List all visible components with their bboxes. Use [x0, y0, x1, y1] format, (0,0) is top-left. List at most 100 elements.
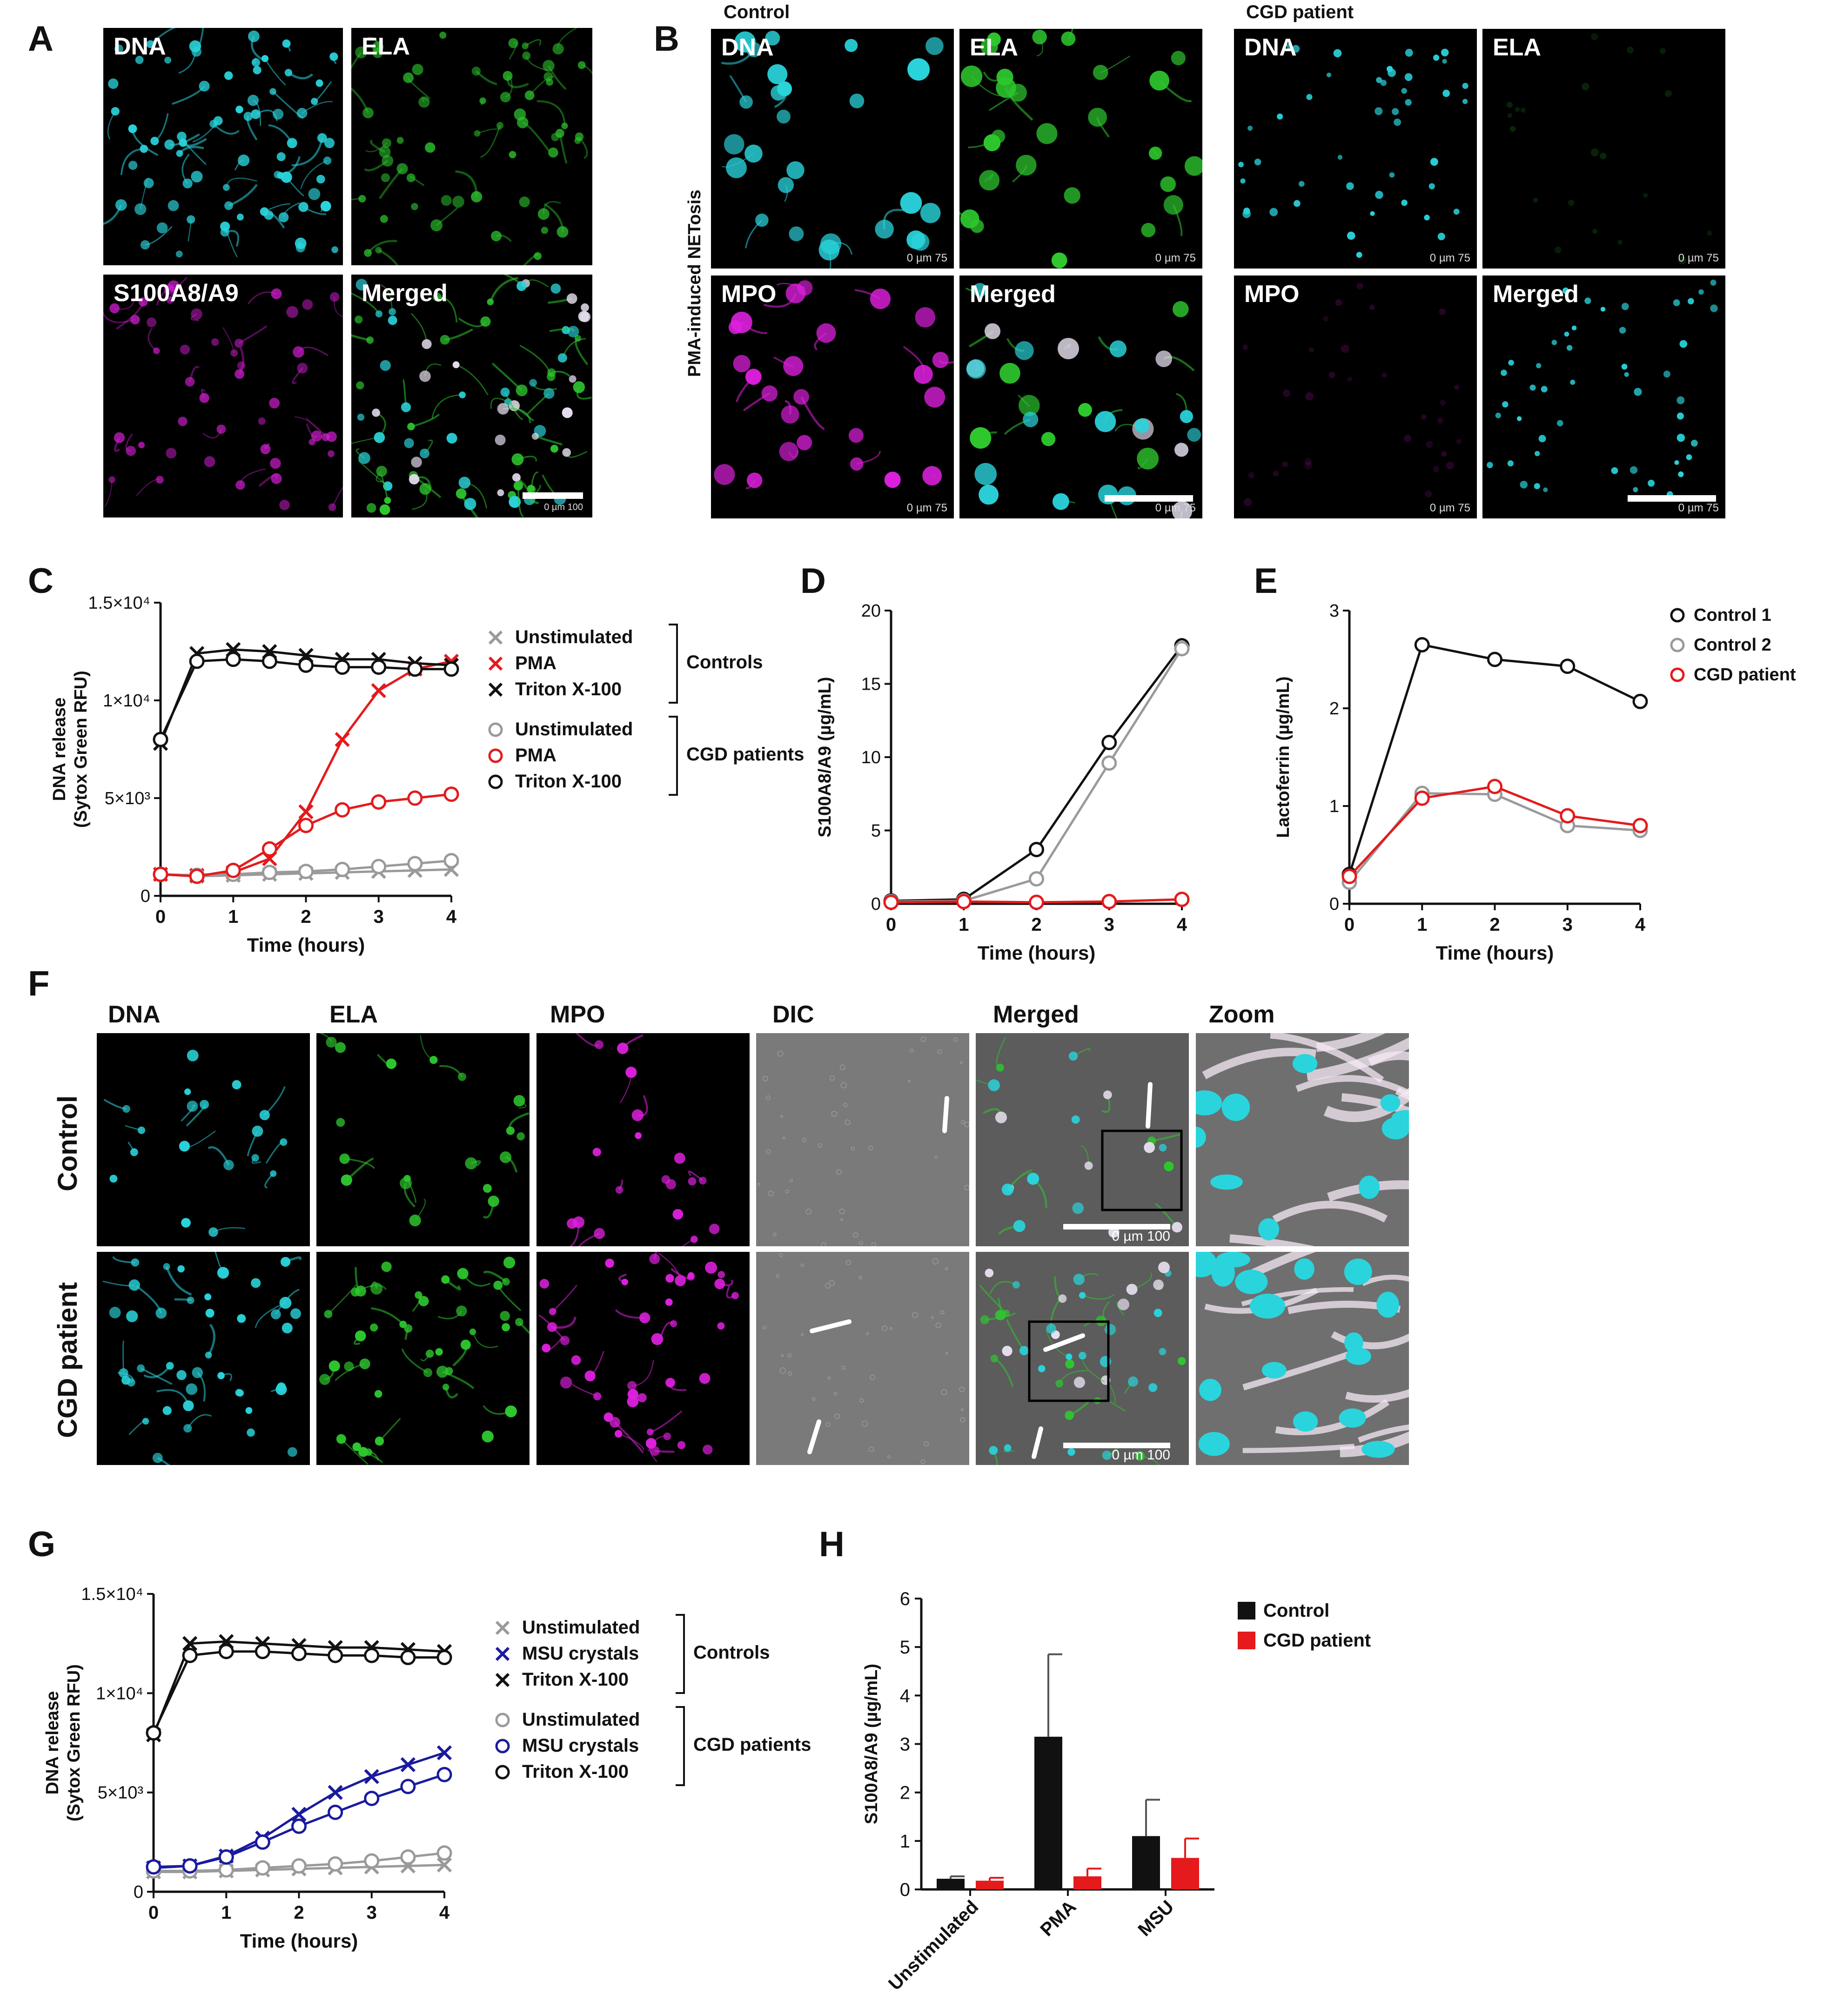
- cell: [573, 381, 585, 393]
- cell: [248, 30, 260, 42]
- data-point: [1029, 894, 1044, 910]
- cell: [245, 1407, 253, 1414]
- data-point: [262, 865, 277, 880]
- cell: [1055, 1379, 1064, 1388]
- cell-field: [1487, 279, 1718, 498]
- panel-f-control-ela: [316, 1033, 530, 1246]
- cell: [1710, 304, 1718, 312]
- scale-label: 0 µm 100: [544, 502, 583, 512]
- legend-group-label: CGD patients: [693, 1734, 811, 1755]
- cell: [1426, 441, 1433, 448]
- cell: [767, 64, 788, 85]
- cell-field: [979, 1261, 1186, 1465]
- data-point: [1487, 779, 1502, 794]
- data-point: [364, 1647, 380, 1663]
- cell: [920, 202, 941, 223]
- cell: [543, 388, 555, 399]
- cell: [1155, 350, 1172, 367]
- net-fiber: [1202, 1048, 1317, 1080]
- net-fiber: [264, 58, 286, 86]
- cell: [1347, 376, 1353, 382]
- y-tick-label: 5×10³: [98, 1783, 143, 1803]
- cell: [355, 279, 368, 291]
- cell: [1242, 209, 1251, 218]
- cell: [418, 96, 430, 108]
- panel-a-dna-image: DNA: [103, 28, 343, 265]
- net-fiber: [1295, 1075, 1409, 1096]
- cell: [109, 1307, 121, 1318]
- cell: [287, 1447, 297, 1457]
- debris: [851, 1146, 855, 1151]
- cell: [328, 450, 335, 457]
- cell: [646, 1428, 654, 1436]
- data-point: [225, 862, 241, 878]
- cell: [983, 134, 1001, 151]
- debris: [840, 1218, 844, 1221]
- cell: [560, 1377, 572, 1389]
- cell: [1421, 414, 1427, 420]
- cell: [1679, 340, 1688, 348]
- debris: [841, 1365, 846, 1370]
- debris: [785, 1189, 789, 1194]
- legend-group-label: Controls: [693, 1642, 770, 1663]
- cell: [374, 1390, 382, 1398]
- cell: [1678, 256, 1686, 264]
- cell: [1437, 417, 1443, 423]
- debris: [779, 1367, 786, 1374]
- panel-b-cgd-title: CGD patient: [1246, 2, 1354, 22]
- cell: [1394, 118, 1401, 126]
- data-point: [495, 1713, 510, 1727]
- cell: [714, 1278, 725, 1290]
- cell: [396, 163, 408, 175]
- cell: [1196, 1127, 1206, 1148]
- net-fiber: [371, 1307, 404, 1325]
- panel-d-letter: D: [800, 561, 826, 601]
- cell: [513, 1095, 525, 1107]
- cell: [483, 1184, 492, 1193]
- cell: [1061, 31, 1076, 46]
- cell: [156, 222, 168, 234]
- legend-label: Unstimulated: [515, 627, 633, 647]
- cell: [1009, 84, 1027, 102]
- cell: [419, 370, 431, 382]
- cell: [1242, 344, 1248, 350]
- cell: [471, 67, 481, 76]
- cell: [1046, 1324, 1056, 1334]
- cell: [502, 1323, 510, 1331]
- cell: [308, 188, 321, 200]
- cell: [1520, 108, 1526, 113]
- cell: [222, 184, 230, 191]
- cell: [1344, 1258, 1372, 1285]
- net-fiber: [122, 1340, 124, 1373]
- cell: [211, 338, 219, 346]
- cell: [1072, 1202, 1084, 1214]
- panel-e-letter: E: [1254, 561, 1278, 601]
- cell: [785, 283, 806, 303]
- cell: [1516, 416, 1522, 421]
- debris: [777, 1050, 784, 1057]
- x-marker: [495, 1673, 510, 1687]
- cell: [115, 199, 127, 211]
- net-fiber: [1010, 1169, 1033, 1189]
- cell: [497, 489, 504, 497]
- cell: [557, 353, 567, 363]
- cell: [1391, 1110, 1409, 1126]
- cell: [1282, 389, 1290, 397]
- cell: [615, 1186, 624, 1194]
- cell: [480, 316, 491, 327]
- data-point: [146, 1859, 161, 1875]
- cell: [724, 134, 744, 155]
- data-point: [400, 1849, 416, 1865]
- y-tick-label: 0: [1329, 894, 1339, 914]
- cell: [663, 1432, 671, 1440]
- net-fiber: [300, 160, 328, 189]
- net-fiber: [522, 121, 550, 152]
- cell: [1172, 301, 1189, 317]
- cell: [717, 1271, 725, 1278]
- cell: [488, 1196, 499, 1207]
- cell: [1004, 1444, 1012, 1452]
- cell: [357, 413, 365, 421]
- cell: [1058, 1294, 1067, 1303]
- net-fiber: [1151, 1133, 1181, 1142]
- cell: [311, 430, 322, 442]
